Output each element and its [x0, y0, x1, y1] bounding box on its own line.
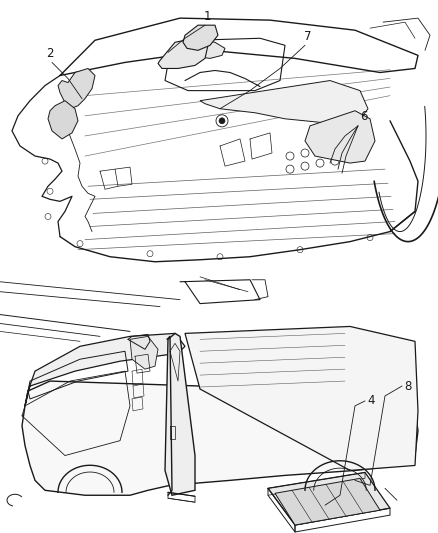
Text: 1: 1: [203, 10, 211, 23]
Polygon shape: [200, 80, 368, 126]
Text: 6: 6: [360, 110, 367, 123]
Polygon shape: [165, 334, 195, 495]
Text: 8: 8: [404, 379, 411, 392]
Polygon shape: [268, 472, 390, 525]
Text: 2: 2: [46, 47, 54, 60]
Text: 7: 7: [304, 30, 312, 43]
Polygon shape: [305, 111, 375, 163]
Polygon shape: [185, 326, 418, 471]
Polygon shape: [130, 336, 158, 369]
Polygon shape: [48, 101, 78, 139]
Polygon shape: [275, 479, 380, 525]
Polygon shape: [58, 68, 95, 109]
Circle shape: [219, 118, 225, 124]
Text: 4: 4: [367, 394, 374, 407]
Polygon shape: [25, 334, 185, 406]
Polygon shape: [22, 381, 418, 495]
Polygon shape: [175, 41, 225, 59]
Polygon shape: [158, 38, 208, 68]
Polygon shape: [183, 25, 218, 50]
